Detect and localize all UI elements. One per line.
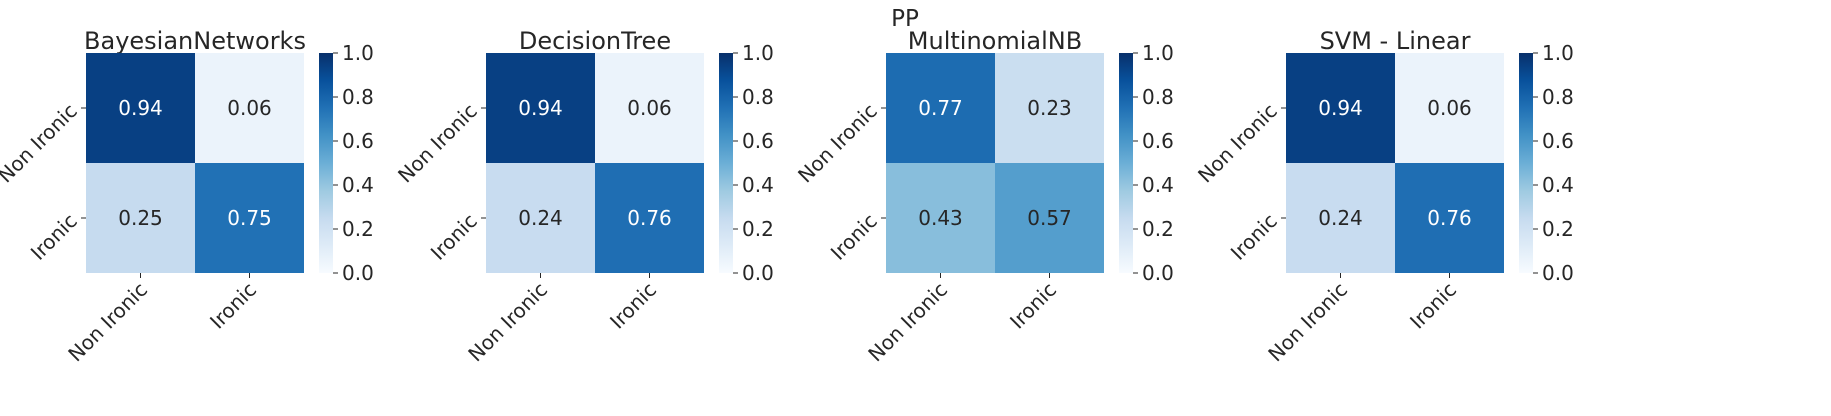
panel-title: BayesianNetworks xyxy=(84,27,306,55)
heatmap-cell xyxy=(886,53,995,163)
heatmap-cell xyxy=(886,163,995,273)
cell-value-label: 0.75 xyxy=(227,206,272,230)
cell-value-label: 0.57 xyxy=(1027,206,1072,230)
y-tick-label: Non Ironic xyxy=(793,99,882,188)
colorbar-tick-label: 0.2 xyxy=(1542,217,1574,241)
panel-title: MultinomialNB xyxy=(908,27,1082,55)
y-tick-label: Non Ironic xyxy=(1193,99,1282,188)
heatmap-cell xyxy=(995,53,1104,163)
cell-value-label: 0.94 xyxy=(1318,96,1363,120)
colorbar-tick-label: 0.4 xyxy=(742,173,774,197)
colorbar-tick-label: 0.2 xyxy=(342,217,374,241)
y-tick-label: Ironic xyxy=(1226,209,1282,265)
colorbar-tick-label: 1.0 xyxy=(742,41,774,65)
cell-value-label: 0.24 xyxy=(1318,206,1363,230)
cell-value-label: 0.94 xyxy=(118,96,163,120)
x-tick-label: Non Ironic xyxy=(863,278,952,367)
y-tick-label: Non Ironic xyxy=(0,99,82,188)
heatmap-cell xyxy=(486,163,595,273)
heatmap-bayesiannetworks: BayesianNetworks 0.94 0.06 0.25 0.75 Non Iron… xyxy=(0,27,374,366)
x-tick-label: Non Ironic xyxy=(63,278,152,367)
colorbar-tick-label: 0.6 xyxy=(1142,129,1174,153)
x-tick-label: Non Ironic xyxy=(463,278,552,367)
cell-value-label: 0.06 xyxy=(227,96,272,120)
figure-title: PP xyxy=(891,6,919,32)
colorbar-tick-label: 0.4 xyxy=(342,173,374,197)
colorbar-tick-label: 0.6 xyxy=(742,129,774,153)
colorbar xyxy=(1519,53,1533,273)
heatmap-cell xyxy=(1286,163,1395,273)
colorbar-tick-label: 0.0 xyxy=(1142,261,1174,285)
heatmap-decisiontree: DecisionTree 0.94 0.06 0.24 0.76 Non Ironic Ir… xyxy=(393,27,774,366)
colorbar-tick-label: 0.0 xyxy=(742,261,774,285)
cell-value-label: 0.06 xyxy=(1427,96,1472,120)
heatmap-svm-linear: SVM - Linear 0.94 0.06 0.24 0.76 Non Ironic Ir… xyxy=(1193,27,1574,366)
colorbar-tick-label: 0.8 xyxy=(1142,85,1174,109)
cell-value-label: 0.76 xyxy=(1427,206,1472,230)
heatmap-cell xyxy=(195,163,304,273)
y-tick-label: Ironic xyxy=(426,209,482,265)
heatmap-cell xyxy=(595,163,704,273)
y-tick-label: Ironic xyxy=(26,209,82,265)
colorbar-tick-label: 0.8 xyxy=(342,85,374,109)
cell-value-label: 0.25 xyxy=(118,206,163,230)
colorbar-tick-label: 0.2 xyxy=(742,217,774,241)
colorbar-tick-label: 1.0 xyxy=(1142,41,1174,65)
heatmap-cell xyxy=(86,53,195,163)
colorbar-tick-label: 0.2 xyxy=(1142,217,1174,241)
x-tick-label: Non Ironic xyxy=(1263,278,1352,367)
x-tick-label: Ironic xyxy=(1005,278,1061,334)
heatmap-cell xyxy=(195,53,304,163)
colorbar-tick-label: 1.0 xyxy=(342,41,374,65)
colorbar-tick-label: 0.4 xyxy=(1542,173,1574,197)
cell-value-label: 0.94 xyxy=(518,96,563,120)
heatmap-cell xyxy=(1395,163,1504,273)
heatmap-cell xyxy=(86,163,195,273)
cell-value-label: 0.43 xyxy=(918,206,963,230)
cell-value-label: 0.24 xyxy=(518,206,563,230)
cell-value-label: 0.06 xyxy=(627,96,672,120)
heatmap-cell xyxy=(1286,53,1395,163)
heatmap-multinomialnb: MultinomialNB 0.77 0.23 0.43 0.57 Non Ironic I… xyxy=(793,27,1174,366)
colorbar-tick-label: 0.0 xyxy=(1542,261,1574,285)
colorbar xyxy=(1119,53,1133,273)
colorbar xyxy=(719,53,733,273)
heatmap-cell xyxy=(995,163,1104,273)
colorbar xyxy=(319,53,333,273)
heatmap-cell xyxy=(1395,53,1504,163)
colorbar-tick-label: 1.0 xyxy=(1542,41,1574,65)
y-tick-label: Non Ironic xyxy=(393,99,482,188)
colorbar-tick-label: 0.8 xyxy=(742,85,774,109)
x-tick-label: Ironic xyxy=(1405,278,1461,334)
cell-value-label: 0.23 xyxy=(1027,96,1072,120)
colorbar-tick-label: 0.4 xyxy=(1142,173,1174,197)
heatmap-cell xyxy=(595,53,704,163)
colorbar-tick-label: 0.6 xyxy=(342,129,374,153)
cell-value-label: 0.76 xyxy=(627,206,672,230)
y-tick-label: Ironic xyxy=(826,209,882,265)
colorbar-tick-label: 0.6 xyxy=(1542,129,1574,153)
panel-title: DecisionTree xyxy=(519,27,671,55)
colorbar-tick-label: 0.8 xyxy=(1542,85,1574,109)
panel-title: SVM - Linear xyxy=(1320,27,1471,55)
colorbar-tick-label: 0.0 xyxy=(342,261,374,285)
x-tick-label: Ironic xyxy=(605,278,661,334)
x-tick-label: Ironic xyxy=(205,278,261,334)
heatmap-cell xyxy=(486,53,595,163)
heatmap-panels: BayesianNetworks 0.94 0.06 0.25 0.75 Non Iron… xyxy=(0,27,1574,366)
cell-value-label: 0.77 xyxy=(918,96,963,120)
